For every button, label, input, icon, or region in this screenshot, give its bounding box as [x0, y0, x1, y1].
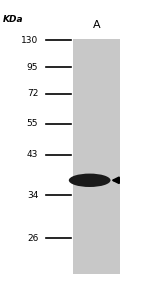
Text: 26: 26	[27, 234, 38, 243]
Text: 34: 34	[27, 191, 38, 200]
Text: 130: 130	[21, 36, 38, 45]
Text: A: A	[93, 20, 101, 30]
Text: 55: 55	[27, 119, 38, 128]
Ellipse shape	[69, 173, 111, 187]
Text: 43: 43	[27, 150, 38, 159]
Text: KDa: KDa	[3, 15, 23, 24]
Text: 95: 95	[27, 63, 38, 72]
Text: 72: 72	[27, 89, 38, 98]
Bar	[73, 39, 120, 274]
